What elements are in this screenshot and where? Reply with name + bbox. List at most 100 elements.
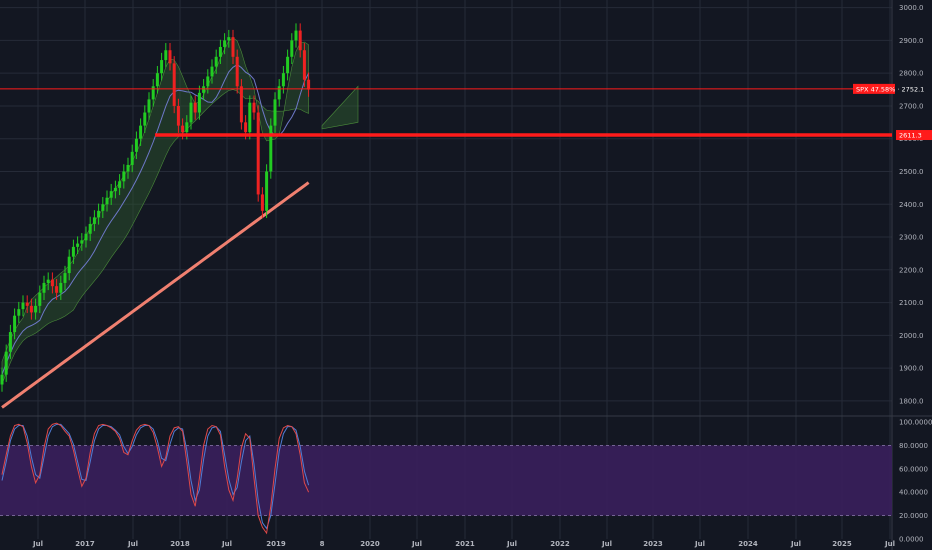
- candle-body-43: [181, 125, 185, 133]
- candle-body-67: [281, 73, 285, 87]
- candle-body-37: [155, 73, 159, 87]
- stoch-d-line: [1, 423, 310, 530]
- candle-body-32: [134, 138, 138, 152]
- time-tick-label: 2019: [266, 540, 286, 548]
- candle-body-70: [294, 30, 298, 41]
- time-tick-label: Jul: [32, 540, 43, 548]
- candle-body-55: [231, 37, 235, 57]
- candle-body-30: [126, 164, 130, 172]
- candle-body-50: [210, 66, 214, 77]
- candle-body-0: [0, 374, 4, 385]
- candle-body-41: [172, 63, 176, 106]
- candle-body-22: [92, 217, 96, 224]
- candle-body-19: [80, 240, 84, 244]
- candle-body-17: [71, 246, 75, 257]
- stoch-tick-label: 20.0000: [899, 512, 928, 520]
- stochastic-panel: [0, 422, 892, 535]
- candle-body-65: [273, 99, 277, 126]
- stoch-tick-label: 40.0000: [899, 489, 928, 497]
- price-tick-label: 2800.0: [899, 70, 924, 78]
- price-tick-label: 3000.0: [899, 4, 924, 12]
- candle-body-51: [214, 56, 218, 67]
- time-tick-label: 2020: [360, 540, 380, 548]
- time-tick-label: Jul: [790, 540, 801, 548]
- candle-body-44: [185, 122, 189, 133]
- candle-body-8: [34, 305, 38, 313]
- candle-body-38: [160, 60, 164, 74]
- stoch-tick-label: 100.0000: [899, 419, 932, 427]
- time-tick-label: Jul: [601, 540, 612, 548]
- candle-body-1: [4, 351, 8, 375]
- time-tick-label: Jul: [411, 540, 422, 548]
- price-tick-label: 2100.0: [899, 299, 924, 307]
- candle-body-64: [269, 125, 273, 172]
- stoch-tick-label: 60.0000: [899, 465, 928, 473]
- candle-body-25: [105, 197, 109, 205]
- candle-body-73: [307, 79, 311, 90]
- candlesticks: [0, 23, 311, 392]
- time-tick-label: Jul: [221, 540, 232, 548]
- level-badge-text: 2611.3: [899, 132, 922, 140]
- candle-body-18: [76, 243, 80, 247]
- candle-body-24: [101, 204, 105, 211]
- candle-body-62: [260, 194, 264, 211]
- candle-body-15: [63, 273, 67, 283]
- price-tick-label: 2200.0: [899, 266, 924, 274]
- candle-body-61: [256, 112, 260, 195]
- candle-body-11: [46, 279, 50, 283]
- candle-body-49: [206, 76, 210, 87]
- stochastic-axis[interactable]: 100.0000 80.0000 60.0000 40.0000 20.0000 0.00…: [899, 419, 932, 544]
- stoch-band: [0, 445, 892, 516]
- candle-body-68: [286, 56, 290, 74]
- candle-body-21: [88, 223, 92, 234]
- candle-body-12: [50, 279, 54, 287]
- candle-body-16: [67, 256, 71, 274]
- candle-body-57: [239, 86, 243, 123]
- time-tick-label: 2024: [738, 540, 758, 548]
- price-badges: SPX 47.58% · 2752.1 2611.3: [853, 83, 932, 141]
- candle-body-23: [97, 210, 101, 218]
- candle-body-45: [189, 102, 193, 123]
- stoch-tick-label: 80.0000: [899, 442, 928, 450]
- cloud-projection: [321, 85, 359, 130]
- price-tick-label: 2700.0: [899, 102, 924, 110]
- time-axis[interactable]: Jul 2017 Jul 2018 Jul 2019 8 2020 Jul 2021 Jul 2022…: [32, 540, 895, 548]
- candle-body-34: [143, 112, 147, 126]
- stoch-k-line: [1, 422, 310, 535]
- time-tick-label: 2018: [170, 540, 190, 548]
- time-tick-label: Jul: [884, 540, 895, 548]
- candle-body-56: [235, 56, 239, 87]
- time-tick-label: 8: [320, 540, 325, 548]
- candle-body-36: [151, 86, 155, 100]
- candle-body-69: [290, 40, 294, 57]
- candle-body-9: [38, 292, 42, 306]
- candle-body-59: [248, 102, 252, 133]
- candle-body-39: [164, 50, 168, 61]
- level-badge-box: [896, 130, 932, 141]
- candle-body-53: [223, 40, 227, 47]
- candle-body-72: [302, 50, 306, 80]
- price-tick-label: 2000.0: [899, 332, 924, 340]
- candle-body-54: [227, 37, 231, 41]
- price-tick-label: 2400.0: [899, 201, 924, 209]
- candle-body-66: [277, 86, 281, 100]
- candle-body-40: [168, 50, 172, 64]
- candle-body-60: [252, 102, 256, 113]
- price-tick-label: 1800.0: [899, 397, 924, 405]
- stoch-tick-label: 0.0000: [899, 536, 924, 544]
- price-levels[interactable]: [0, 88, 892, 137]
- price-tick-label: 2500.0: [899, 168, 924, 176]
- time-tick-label: 2021: [455, 540, 475, 548]
- candle-body-4: [17, 309, 21, 316]
- candle-body-58: [244, 122, 248, 133]
- candle-body-42: [176, 105, 180, 126]
- time-tick-label: 2017: [75, 540, 95, 548]
- candle-body-71: [298, 30, 302, 51]
- candle-body-6: [25, 302, 29, 306]
- time-tick-label: 2022: [550, 540, 570, 548]
- price-tick-label: 1900.0: [899, 365, 924, 373]
- price-badge-box: [853, 83, 895, 94]
- time-tick-label: 2023: [643, 540, 663, 548]
- candle-body-13: [55, 286, 59, 293]
